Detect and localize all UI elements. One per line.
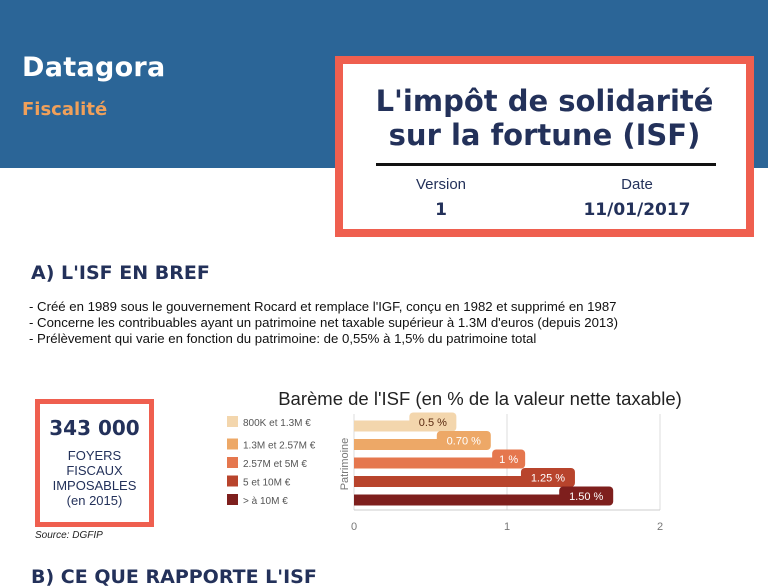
legend-swatch: [227, 416, 238, 427]
section-a-title: A) L'ISF EN BREF: [31, 262, 210, 284]
legend-swatch: [227, 494, 238, 505]
data-label-box: [409, 412, 457, 432]
stat-box: 343 000 FOYERS FISCAUX IMPOSABLES (en 20…: [35, 399, 154, 527]
data-label: 1.50 %: [569, 491, 603, 503]
y-axis-label: Patrimoine: [339, 438, 351, 491]
source-note: Source: DGFIP: [35, 530, 103, 541]
bar: [354, 457, 507, 469]
stat-line: FISCAUX: [66, 463, 123, 478]
x-tick-label: 2: [657, 521, 663, 533]
legend-label: 5 et 10M €: [243, 478, 291, 489]
bar: [354, 439, 462, 450]
data-label-box: [559, 486, 614, 506]
x-tick-label: 0: [351, 521, 357, 533]
title-card: L'impôt de solidarité sur la fortune (IS…: [335, 56, 754, 237]
legend-label: 800K et 1.3M €: [243, 418, 311, 429]
legend-swatch: [227, 475, 238, 487]
bullet-item: - Créé en 1989 sous le gouvernement Roca…: [29, 299, 617, 314]
legend-swatch: [227, 457, 238, 468]
stat-line: (en 2015): [66, 493, 123, 508]
title-divider: [376, 163, 716, 166]
chart-title: Barème de l'ISF (en % de la valeur nette…: [278, 388, 682, 409]
legend-label: > à 10M €: [243, 496, 288, 507]
bullet-item: - Prélèvement qui varie en fonction du p…: [29, 331, 537, 346]
data-label: 1.25 %: [531, 473, 565, 485]
stat-line: IMPOSABLES: [52, 478, 137, 493]
section-a-bullets: - Créé en 1989 sous le gouvernement Roca…: [29, 299, 618, 347]
data-label-box: [520, 468, 575, 487]
bar: [354, 420, 431, 432]
legend-swatch: [227, 438, 238, 450]
version-label: Version: [415, 176, 467, 193]
data-label: 0.70 %: [447, 436, 481, 448]
version-value: 1: [435, 200, 447, 220]
data-label-box: [436, 431, 491, 450]
section-b-title: B) CE QUE RAPPORTE L'ISF: [31, 566, 317, 588]
bar: [354, 476, 546, 487]
isf-rate-chart: Barème de l'ISF (en % de la valeur nette…: [227, 388, 682, 533]
legend-label: 2.57M et 5M €: [243, 459, 307, 470]
legend-label: 1.3M et 2.57M €: [243, 441, 316, 452]
data-label: 1 %: [499, 454, 518, 466]
date-value: 11/01/2017: [583, 200, 691, 220]
bullet-item: - Concerne les contribuables ayant un pa…: [29, 315, 618, 330]
x-tick-label: 1: [504, 521, 510, 533]
category-label: Fiscalité: [22, 99, 108, 120]
brand-name: Datagora: [22, 52, 166, 83]
data-label-box: [492, 449, 526, 469]
stat-line: FOYERS: [67, 448, 122, 463]
bar: [354, 494, 584, 506]
stat-number: 343 000: [49, 416, 140, 440]
data-label: 0.5 %: [419, 417, 447, 429]
date-label: Date: [621, 176, 653, 193]
page-title: L'impôt de solidarité sur la fortune (IS…: [375, 84, 714, 152]
